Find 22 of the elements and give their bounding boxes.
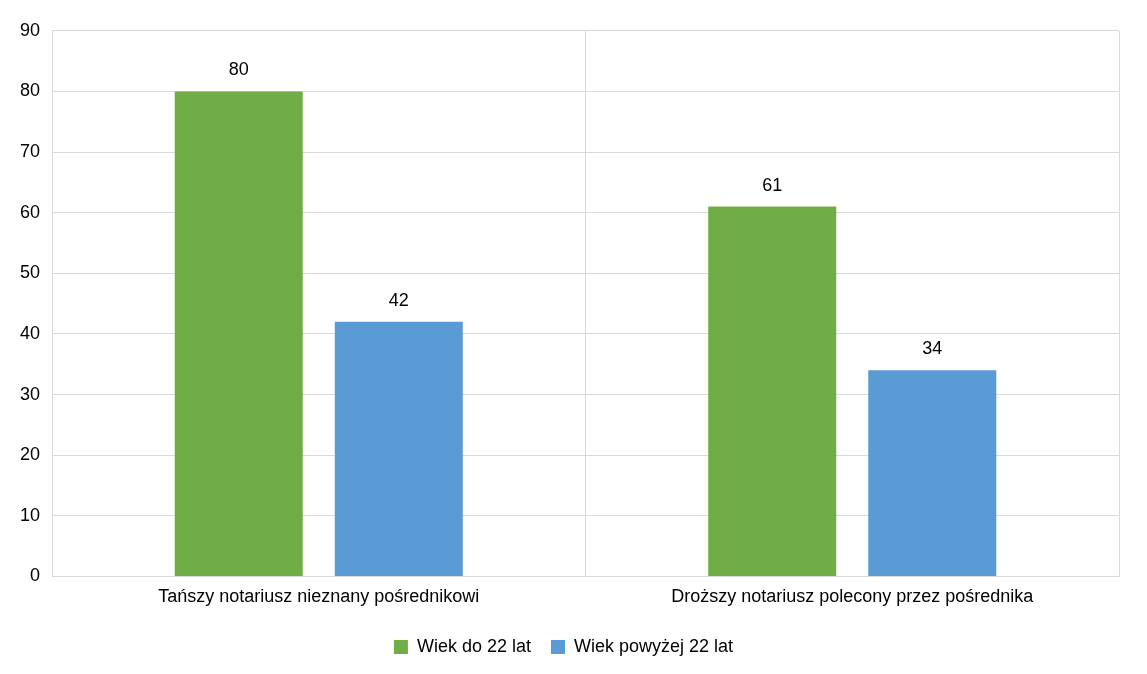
bar xyxy=(174,91,303,576)
y-tick-label: 40 xyxy=(19,322,41,343)
y-tick-label: 0 xyxy=(30,565,41,586)
data-label: 34 xyxy=(922,338,943,359)
legend-label: Wiek do 22 lat xyxy=(416,635,531,656)
bar xyxy=(868,370,997,576)
data-label: 42 xyxy=(388,289,409,310)
y-tick-label: 50 xyxy=(19,262,41,283)
bar xyxy=(334,321,463,576)
y-tick-label: 30 xyxy=(19,383,41,404)
data-label: 61 xyxy=(762,174,783,195)
legend-label: Wiek powyżej 22 lat xyxy=(574,635,734,656)
y-tick-label: 20 xyxy=(19,444,41,465)
y-tick-label: 80 xyxy=(19,80,41,101)
x-tick-label: Tańszy notariusz nieznany pośrednikowi xyxy=(158,586,480,607)
y-tick-label: 70 xyxy=(19,141,41,162)
y-tick-label: 10 xyxy=(19,504,41,525)
y-tick-label: 60 xyxy=(19,201,41,222)
data-label: 80 xyxy=(228,59,249,80)
bar xyxy=(708,206,837,576)
y-tick-label: 90 xyxy=(19,19,41,40)
x-tick-label: Droższy notariusz polecony przez pośrednika xyxy=(671,586,1035,607)
